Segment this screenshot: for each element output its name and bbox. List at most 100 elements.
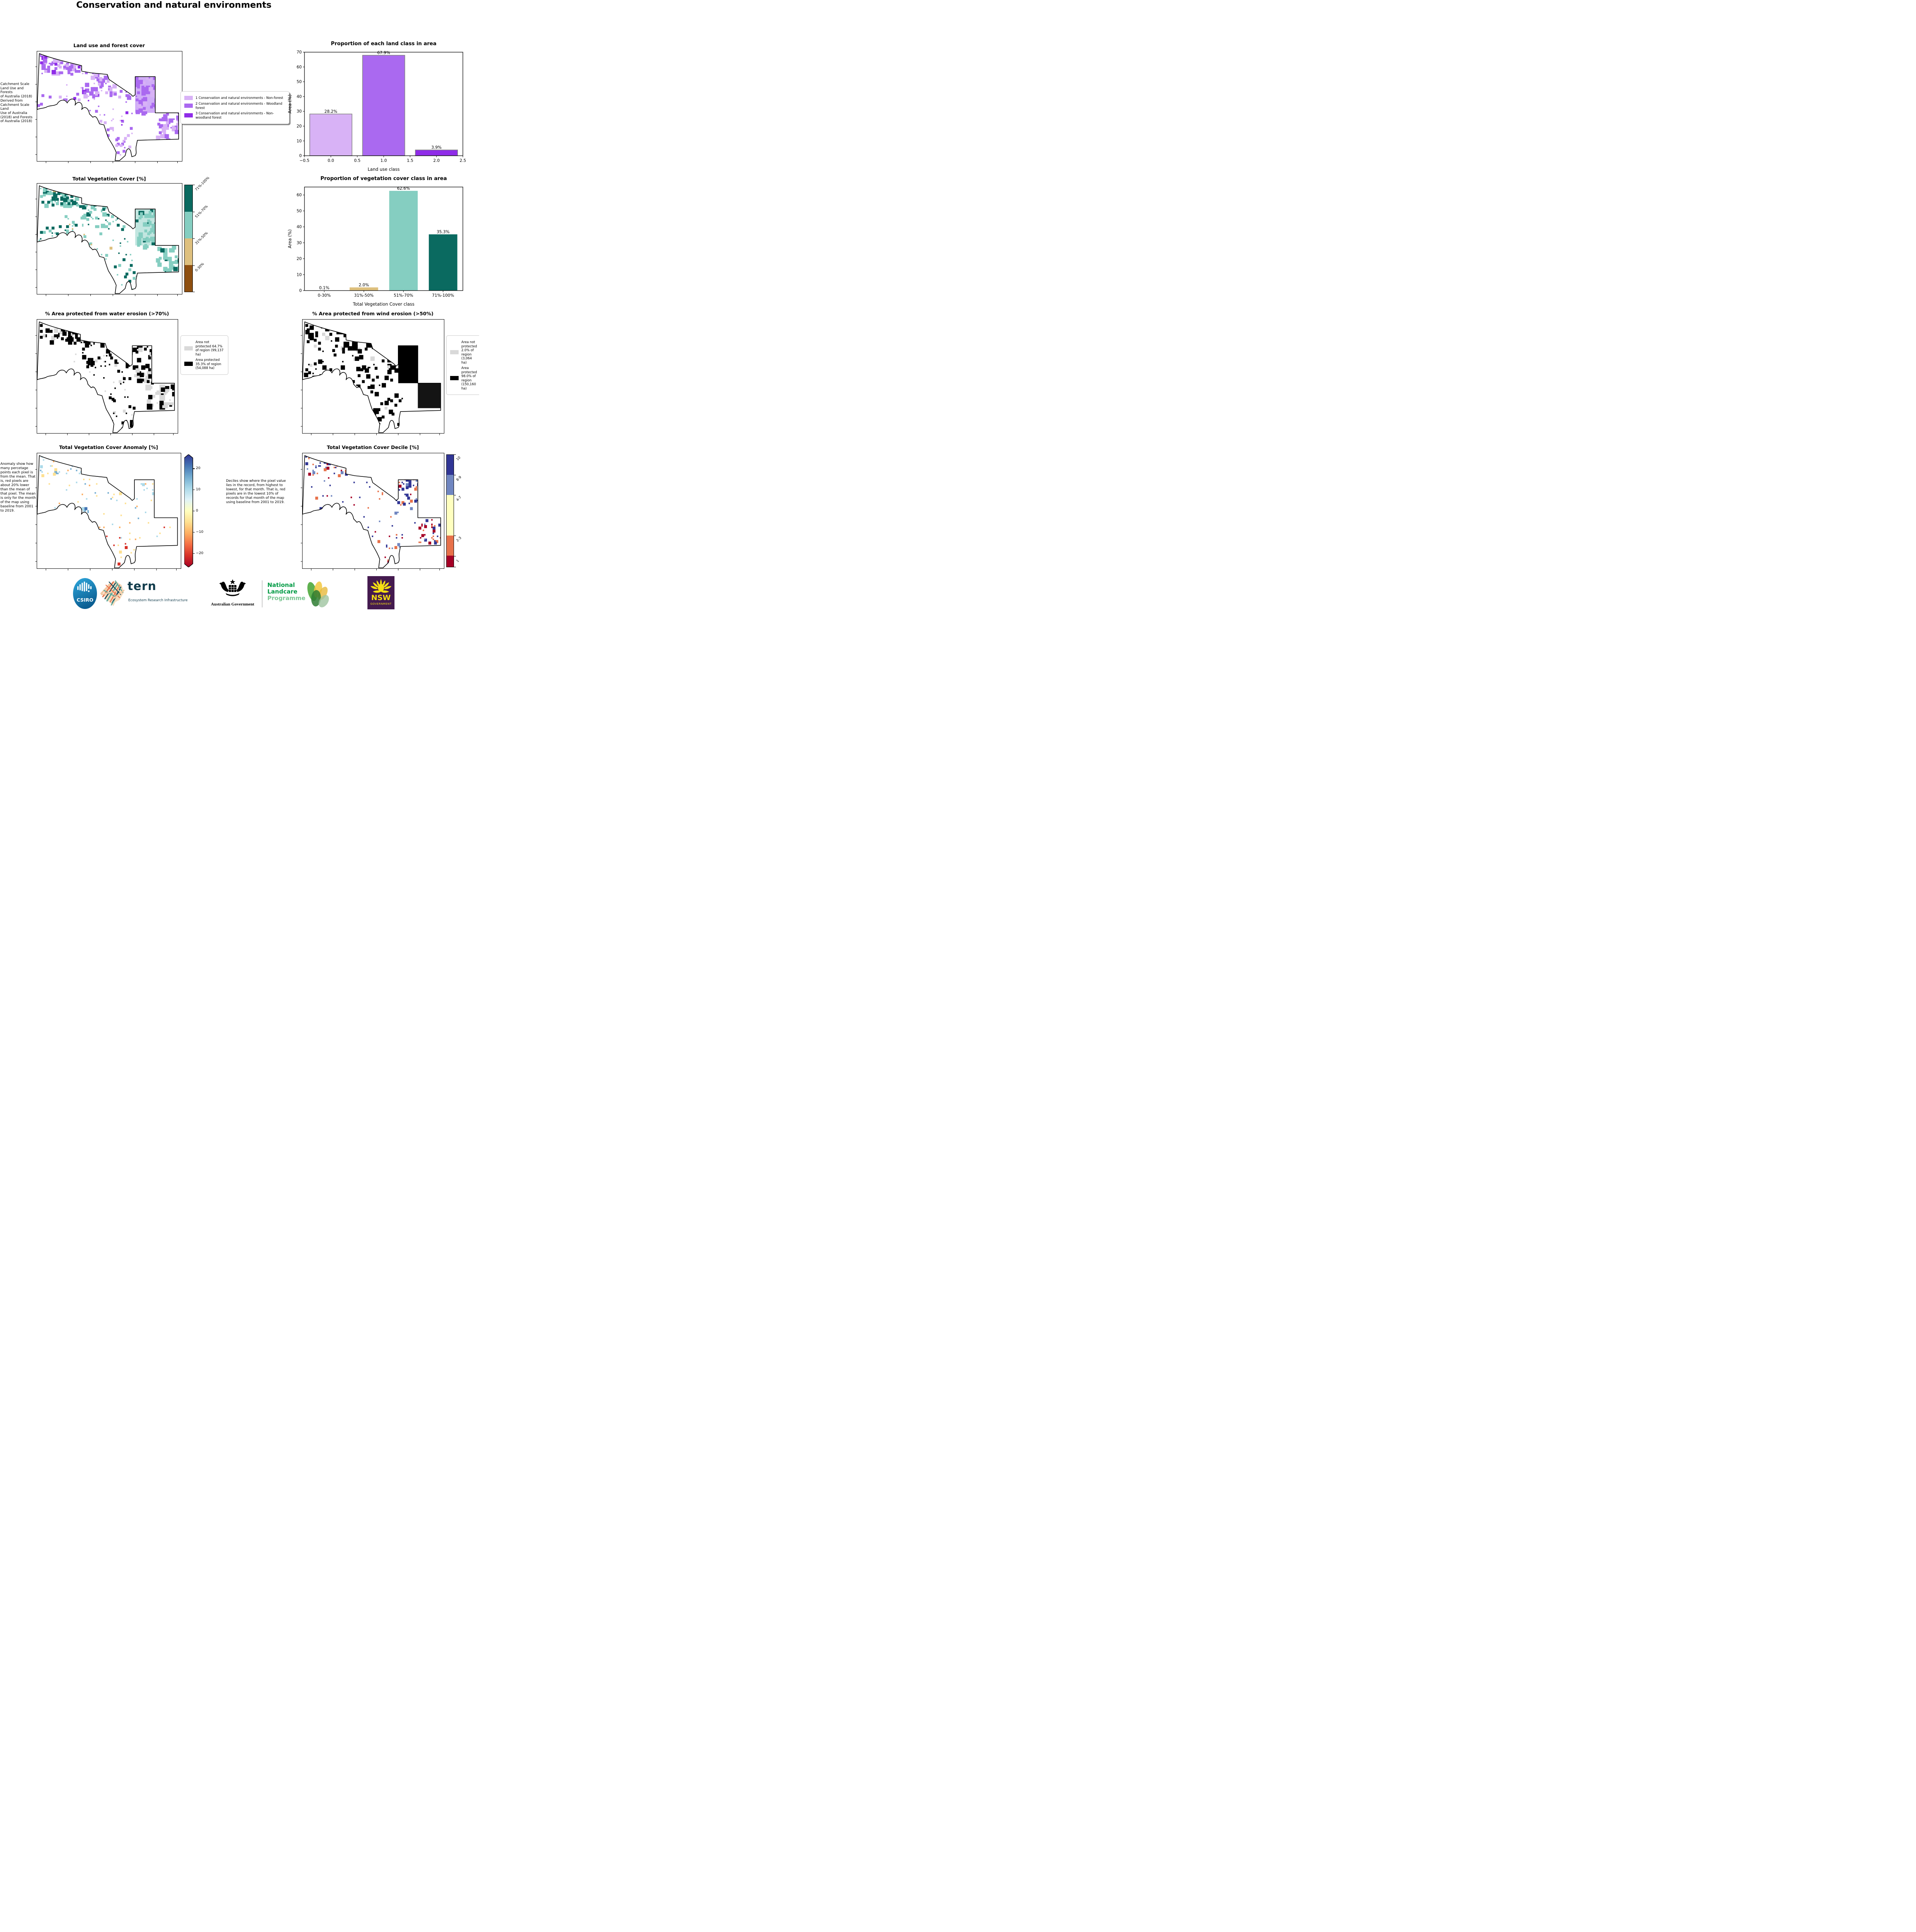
raster-cell <box>319 507 323 510</box>
raster-cell <box>75 336 78 339</box>
raster-cell <box>345 387 348 391</box>
y-tick-label: 10 <box>297 272 302 277</box>
raster-cell <box>46 114 48 116</box>
raster-cell <box>70 190 73 194</box>
raster-cell <box>121 120 123 121</box>
raster-cell <box>57 188 60 191</box>
page-title: Conservation and natural environments <box>76 0 272 10</box>
raster-cell <box>78 98 81 102</box>
raster-cell <box>148 78 152 82</box>
raster-cell <box>72 324 75 327</box>
raster-cell <box>352 380 355 383</box>
raster-cell <box>121 116 123 117</box>
raster-cell <box>362 399 365 403</box>
raster-cell <box>86 364 88 366</box>
raster-cell <box>438 524 441 527</box>
raster-cell <box>176 122 179 126</box>
landcare-line2: Landcare <box>267 588 298 595</box>
raster-cell <box>86 338 88 340</box>
raster-cell <box>308 380 310 382</box>
landuse-map-title: Land use and forest cover <box>73 43 145 48</box>
raster-cell <box>109 202 112 205</box>
raster-cell <box>51 196 56 201</box>
legend-label: 2 Conservation and natural environments … <box>196 102 282 110</box>
raster-cell <box>148 471 150 473</box>
raster-cell <box>82 124 83 126</box>
landuse-legend: 1 Conservation and natural environments … <box>180 91 289 124</box>
raster-cell <box>340 464 342 465</box>
raster-cell <box>432 532 434 534</box>
raster-cell <box>90 75 95 80</box>
raster-cell <box>339 512 341 513</box>
tern-wordmark: tern <box>128 580 156 593</box>
raster-cell <box>40 195 43 198</box>
raster-cell <box>125 254 127 255</box>
raster-cell <box>51 226 54 230</box>
legend-label: Area protected 98.0% of region (150,160 … <box>461 366 477 390</box>
raster-cell <box>326 459 328 461</box>
raster-cell <box>104 71 105 73</box>
raster-cell <box>151 90 156 94</box>
raster-cell <box>357 457 359 459</box>
raster-cell <box>166 112 169 116</box>
raster-cell <box>387 347 390 351</box>
raster-cell <box>396 325 400 330</box>
raster-cell <box>122 486 125 489</box>
raster-cell <box>370 384 375 389</box>
raster-cell <box>389 342 393 346</box>
legend-item: 1 Conservation and natural environments … <box>184 96 286 100</box>
raster-cell <box>133 277 136 280</box>
raster-cell <box>424 525 427 528</box>
bar-value-label: 28.2% <box>325 109 337 114</box>
raster-cell <box>63 54 65 56</box>
raster-cell <box>60 510 62 512</box>
raster-cell <box>421 524 423 525</box>
raster-cell <box>72 186 75 189</box>
raster-cell <box>125 101 127 103</box>
raster-cell <box>359 468 361 470</box>
raster-cell <box>373 420 376 423</box>
raster-cell <box>359 336 362 339</box>
raster-cell <box>406 493 409 497</box>
raster-cell <box>423 489 426 492</box>
raster-cell <box>175 130 179 134</box>
raster-cell <box>121 284 123 286</box>
raster-cell <box>114 93 117 96</box>
raster-cell <box>381 492 383 494</box>
raster-cell <box>366 337 369 340</box>
raster-cell <box>367 507 369 509</box>
raster-cell <box>413 473 416 476</box>
raster-cell <box>370 390 373 394</box>
raster-cell <box>153 214 156 217</box>
raster-cell <box>117 224 120 227</box>
raster-cell <box>98 83 101 86</box>
raster-cell <box>61 110 65 113</box>
x-tick-label: 0.0 <box>328 158 334 163</box>
raster-cell <box>143 489 145 491</box>
raster-cell <box>78 186 82 191</box>
colorbar-tick-label: −20 <box>196 551 204 555</box>
raster-cell <box>410 493 411 495</box>
raster-cell <box>63 190 65 192</box>
raster-cell <box>128 94 130 96</box>
raster-cell <box>83 520 85 522</box>
raster-cell <box>103 355 105 357</box>
raster-cell <box>89 387 91 389</box>
raster-cell <box>104 206 107 209</box>
raster-cell <box>153 231 156 234</box>
raster-cell <box>308 364 310 366</box>
raster-cell <box>132 465 134 467</box>
raster-cell <box>92 278 95 281</box>
raster-cell <box>82 352 84 354</box>
raster-cell <box>117 151 120 154</box>
raster-cell <box>63 196 66 199</box>
bar-value-label: 35.3% <box>437 230 449 234</box>
raster-cell <box>95 216 97 218</box>
raster-cell <box>121 120 124 123</box>
colorbar-class-label: 1 <box>456 559 460 563</box>
raster-cell <box>160 488 162 489</box>
raster-cell <box>115 138 118 141</box>
raster-cell <box>83 235 87 238</box>
csiro-logo: CSIRO <box>73 578 97 611</box>
raster-cell <box>72 118 73 120</box>
